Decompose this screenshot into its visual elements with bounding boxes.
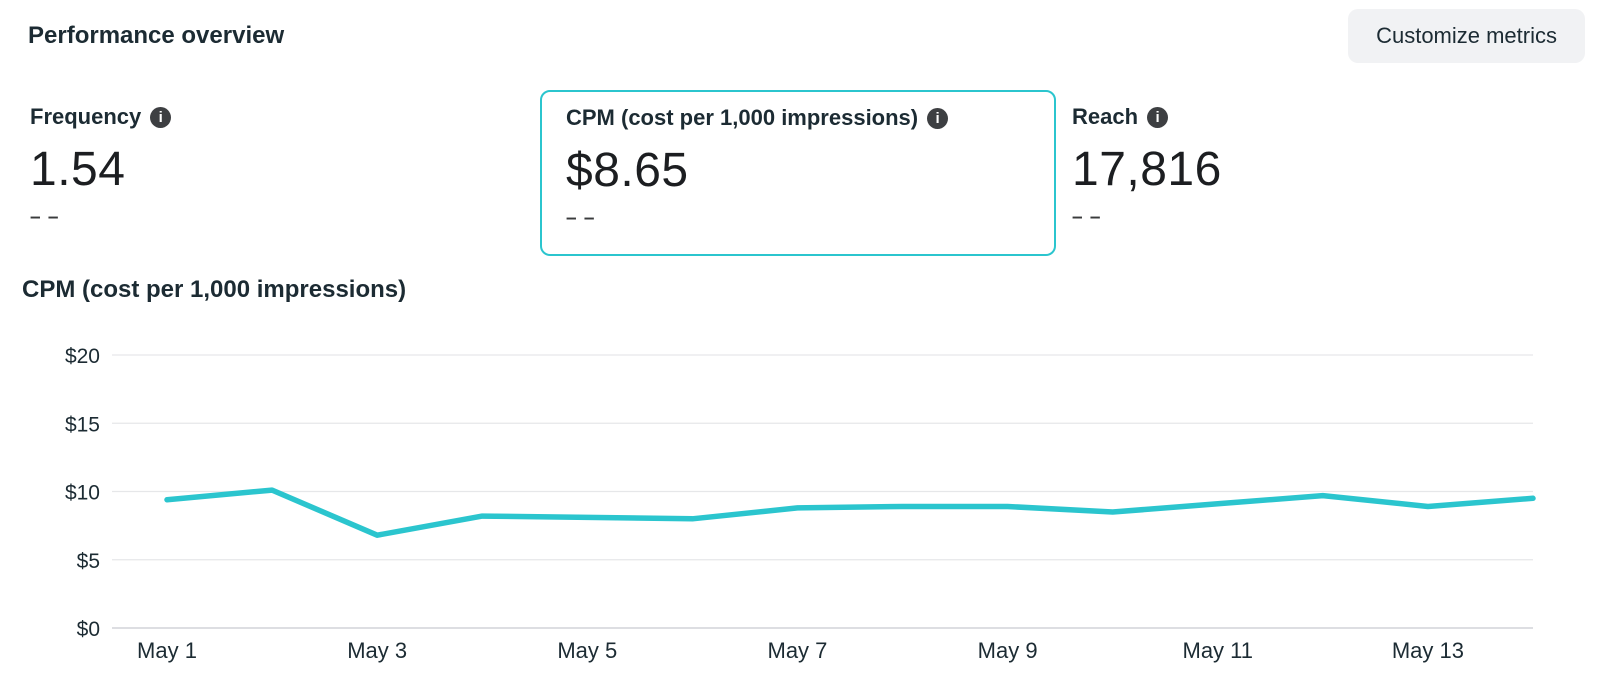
y-axis-tick-label: $15 (65, 413, 100, 436)
info-icon[interactable]: i (1147, 106, 1169, 128)
metric-cpm-delta: – – (566, 208, 596, 229)
x-axis-tick-label: May 3 (347, 638, 407, 663)
cpm-line-chart: $0 $5 $10 $15 $20 May 1 May 3 May 5 May 7 May 9 Ma… (65, 345, 1536, 663)
metric-frequency-label: Frequency (30, 104, 142, 129)
info-icon[interactable]: i (150, 106, 172, 128)
metric-reach-value: 17,816 (1072, 143, 1222, 196)
x-axis-tick-label: May 1 (137, 638, 197, 663)
info-icon[interactable]: i (927, 107, 949, 129)
metric-cpm-value: $8.65 (566, 144, 689, 197)
metric-frequency-delta: – – (30, 207, 60, 228)
x-axis-tick-label: May 9 (978, 638, 1038, 663)
cpm-series-line (164, 487, 1536, 538)
y-axis-tick-label: $0 (77, 618, 100, 641)
customize-metrics-button[interactable]: Customize metrics (1348, 9, 1585, 63)
page-title: Performance overview (28, 22, 285, 49)
metric-cpm-label: CPM (cost per 1,000 impressions) (566, 105, 919, 130)
metric-frequency[interactable]: Frequency i 1.54 – – (30, 104, 172, 229)
metric-reach-delta: – – (1072, 207, 1102, 228)
chart-title: CPM (cost per 1,000 impressions) (22, 276, 407, 303)
y-axis-tick-label: $20 (65, 345, 100, 368)
y-axis-tick-label: $10 (65, 482, 100, 505)
x-axis-tick-label: May 5 (557, 638, 617, 663)
x-axis-tick-label: May 7 (768, 638, 828, 663)
x-axis-tick-label: May 13 (1392, 638, 1464, 663)
y-axis-tick-label: $5 (77, 550, 100, 573)
metric-cpm-card-selected[interactable]: CPM (cost per 1,000 impressions) i $8.65… (540, 90, 1056, 256)
x-axis-tick-label: May 11 (1183, 638, 1254, 663)
metric-reach-label: Reach (1072, 104, 1139, 129)
metric-reach[interactable]: Reach i 17,816 – – (1072, 104, 1222, 229)
metric-frequency-value: 1.54 (30, 143, 126, 196)
